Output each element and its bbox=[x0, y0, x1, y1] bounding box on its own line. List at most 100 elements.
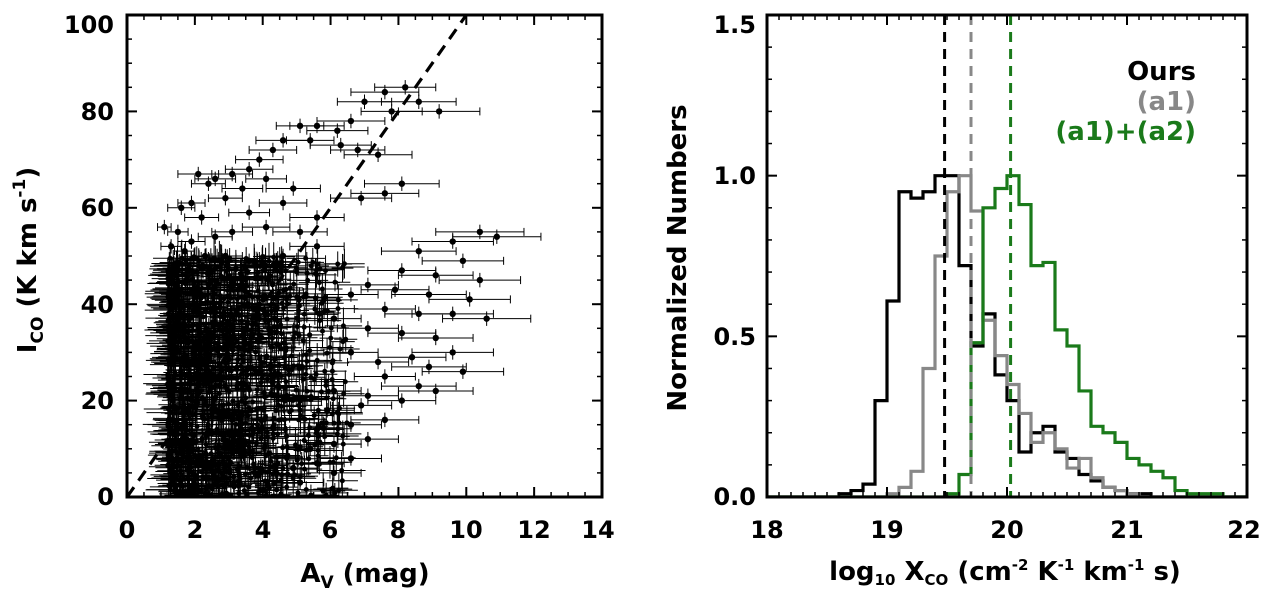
cloud-marker bbox=[233, 265, 239, 271]
cloud-marker bbox=[340, 339, 346, 345]
cloud-marker bbox=[283, 286, 289, 292]
cloud-marker bbox=[301, 437, 307, 443]
cloud-marker bbox=[208, 406, 214, 412]
cloud-marker bbox=[276, 362, 282, 368]
cloud-marker bbox=[212, 291, 218, 297]
cloud-marker bbox=[306, 456, 312, 462]
cloud-marker bbox=[187, 490, 193, 496]
cloud-point bbox=[319, 473, 358, 497]
cloud-marker bbox=[239, 398, 245, 404]
cloud-point bbox=[189, 285, 240, 304]
cloud-marker bbox=[295, 446, 301, 452]
cloud-marker bbox=[302, 466, 308, 472]
cloud-marker bbox=[284, 296, 290, 302]
cloud-marker bbox=[274, 294, 280, 300]
cloud-point bbox=[269, 322, 318, 354]
cloud-marker bbox=[340, 323, 346, 329]
cloud-marker bbox=[250, 399, 256, 405]
cloud-marker bbox=[287, 409, 293, 415]
cloud-marker bbox=[255, 339, 261, 345]
cloud-point bbox=[310, 314, 335, 348]
cloud-marker bbox=[267, 485, 273, 491]
cloud-marker bbox=[284, 316, 290, 322]
cloud-marker bbox=[249, 304, 255, 310]
cloud-marker bbox=[296, 308, 302, 314]
cloud-marker bbox=[279, 300, 285, 306]
cloud-point bbox=[261, 421, 287, 437]
cloud-marker bbox=[206, 331, 212, 337]
cloud-marker bbox=[210, 460, 216, 466]
cloud-marker bbox=[271, 426, 277, 432]
cloud-marker bbox=[301, 416, 307, 422]
cloud-point bbox=[295, 261, 345, 277]
cloud-marker bbox=[295, 259, 301, 265]
cloud-marker bbox=[170, 266, 176, 272]
cloud-marker bbox=[308, 374, 314, 380]
cloud-marker bbox=[223, 268, 229, 274]
cloud-marker bbox=[339, 468, 345, 474]
cloud-marker bbox=[334, 431, 340, 437]
cloud-marker bbox=[340, 433, 346, 439]
cloud-point bbox=[254, 468, 285, 497]
cloud-point bbox=[251, 436, 286, 471]
cloud-point bbox=[226, 399, 251, 432]
cloud-point bbox=[257, 269, 288, 301]
cloud-marker bbox=[271, 254, 277, 260]
cloud-marker bbox=[239, 386, 245, 392]
cloud-marker bbox=[284, 301, 290, 307]
cloud-point bbox=[278, 272, 309, 297]
cloud-marker bbox=[291, 363, 297, 369]
cloud-marker bbox=[317, 318, 323, 324]
cloud-marker bbox=[316, 280, 322, 286]
cloud-marker bbox=[238, 431, 244, 437]
cloud-marker bbox=[300, 364, 306, 370]
cloud-marker bbox=[214, 426, 220, 432]
cloud-marker bbox=[255, 294, 261, 300]
cloud-marker bbox=[341, 261, 347, 267]
cloud-marker bbox=[261, 390, 267, 396]
cloud-point bbox=[324, 307, 363, 345]
cloud-point bbox=[334, 327, 358, 352]
cloud-marker bbox=[328, 325, 334, 331]
cloud-point bbox=[318, 357, 347, 385]
cloud-point bbox=[161, 306, 197, 344]
cloud-point bbox=[324, 248, 365, 279]
cloud-marker bbox=[220, 347, 226, 353]
cloud-marker bbox=[167, 306, 173, 312]
cloud-point bbox=[242, 255, 278, 278]
cloud-point bbox=[319, 330, 342, 346]
cloud-marker bbox=[280, 445, 286, 451]
cloud-point bbox=[323, 409, 353, 449]
cloud-marker bbox=[310, 259, 316, 265]
cloud-marker bbox=[281, 340, 287, 346]
cloud-marker bbox=[180, 491, 186, 497]
cloud-point bbox=[266, 368, 296, 384]
cloud-marker bbox=[238, 363, 244, 369]
cloud-marker bbox=[342, 379, 348, 385]
scatter-panel: 0 2 4 6 8 10 12 14 0 20 40 60 80 100 AV … bbox=[10, 11, 615, 593]
cloud-marker bbox=[167, 255, 173, 261]
cloud-point bbox=[289, 400, 319, 437]
cloud-point bbox=[182, 285, 220, 312]
cloud-marker bbox=[284, 484, 290, 490]
cloud-marker bbox=[284, 433, 290, 439]
cloud-marker bbox=[335, 426, 341, 432]
cloud-marker bbox=[330, 396, 336, 402]
cloud-marker bbox=[217, 391, 223, 397]
cloud-marker bbox=[228, 295, 234, 301]
cloud-point bbox=[222, 420, 259, 447]
cloud-marker bbox=[278, 373, 284, 379]
cloud-point bbox=[277, 439, 324, 455]
cloud-marker bbox=[304, 358, 310, 364]
cloud-point bbox=[321, 482, 349, 497]
cloud-marker bbox=[243, 395, 249, 401]
cloud-marker bbox=[183, 459, 189, 465]
cloud-marker bbox=[257, 263, 263, 269]
cloud-marker bbox=[330, 459, 336, 465]
cloud-point bbox=[247, 401, 280, 420]
cloud-marker bbox=[251, 461, 257, 467]
cloud-point bbox=[148, 456, 199, 478]
cloud-marker bbox=[296, 332, 302, 338]
cloud-marker bbox=[313, 371, 319, 377]
cloud-point bbox=[320, 336, 360, 362]
